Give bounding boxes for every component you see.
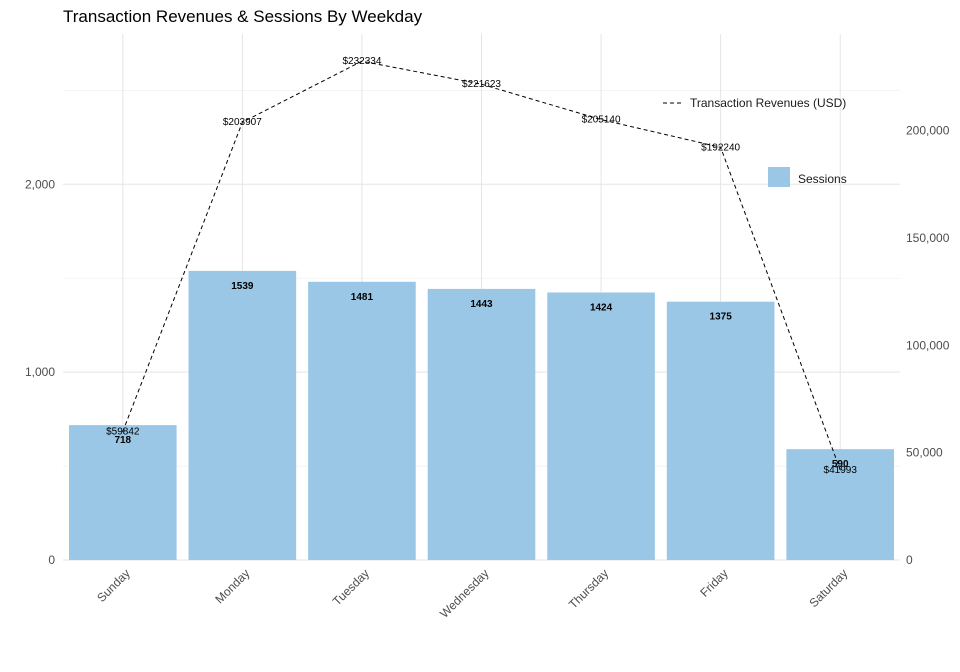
y-axis-right: 0 50,000 100,000 150,000 200,000 — [906, 124, 950, 567]
y-right-tick-label: 100,000 — [906, 338, 950, 352]
legend-sessions-label: Sessions — [798, 172, 847, 186]
bar-label-thursday: 1424 — [590, 302, 613, 313]
y-right-tick-label: 50,000 — [906, 446, 943, 460]
revenue-point-sunday — [122, 431, 124, 433]
x-tick-label-tuesday: Tuesday — [330, 566, 372, 608]
bar-label-friday: 1375 — [710, 312, 733, 323]
revenue-labels: $59842 $203907 $232334 $221623 $205140 $19224… — [106, 56, 857, 476]
bar-thursday — [547, 292, 655, 560]
revenue-label-saturday: $41993 — [824, 465, 858, 476]
x-tick-label-saturday: Saturday — [806, 566, 850, 610]
y-left-tick-label: 0 — [48, 553, 55, 567]
legend-revenue: Transaction Revenues (USD) — [663, 96, 846, 110]
bars — [68, 270, 895, 560]
revenue-label-thursday: $205140 — [582, 115, 621, 126]
bar-label-sunday: 718 — [114, 435, 131, 446]
x-axis: Sunday Monday Tuesday Wednesday Thursday Frid… — [94, 566, 850, 621]
y-right-tick-label: 0 — [906, 553, 913, 567]
chart-title: Transaction Revenues & Sessions By Weekd… — [63, 7, 423, 26]
x-tick-label-friday: Friday — [697, 566, 730, 599]
bar-label-wednesday: 1443 — [470, 299, 493, 310]
revenue-point-friday — [720, 146, 722, 148]
revenue-label-friday: $192240 — [701, 142, 740, 153]
x-tick-label-sunday: Sunday — [94, 566, 133, 605]
bar-wednesday — [427, 288, 536, 560]
bar-label-tuesday: 1481 — [351, 292, 374, 303]
bar-monday — [188, 270, 297, 560]
revenue-label-sunday: $59842 — [106, 427, 140, 438]
revenue-point-thursday — [600, 119, 602, 121]
revenue-line-layer — [122, 60, 841, 471]
revenue-point-tuesday — [361, 60, 363, 62]
bar-label-monday: 1539 — [231, 281, 254, 292]
x-tick-label-wednesday: Wednesday — [437, 566, 492, 621]
revenue-point-saturday — [839, 469, 841, 471]
revenue-point-monday — [241, 121, 243, 123]
y-right-tick-label: 200,000 — [906, 124, 950, 138]
legend-revenue-label: Transaction Revenues (USD) — [690, 96, 846, 110]
bar-sunday — [68, 425, 177, 560]
legend-sessions-swatch — [768, 167, 790, 187]
x-tick-label-monday: Monday — [212, 566, 252, 606]
legend-sessions: Sessions — [768, 167, 847, 187]
bar-labels: 718 1539 1481 1443 1424 1375 590 — [114, 281, 849, 470]
bar-saturday — [786, 449, 895, 560]
y-left-tick-label: 1,000 — [25, 365, 55, 379]
y-axis-left: 0 1,000 2,000 — [25, 177, 55, 567]
bar-tuesday — [308, 281, 416, 560]
revenue-label-monday: $203907 — [223, 117, 262, 128]
revenue-point-wednesday — [481, 83, 482, 85]
revenue-label-tuesday: $232334 — [342, 56, 381, 67]
y-right-tick-label: 150,000 — [906, 231, 950, 245]
bar-friday — [666, 301, 775, 560]
y-left-tick-label: 2,000 — [25, 177, 55, 191]
bar-label-saturday: 590 — [832, 459, 849, 470]
revenue-label-wednesday: $221623 — [462, 79, 501, 90]
x-tick-label-thursday: Thursday — [566, 566, 611, 611]
